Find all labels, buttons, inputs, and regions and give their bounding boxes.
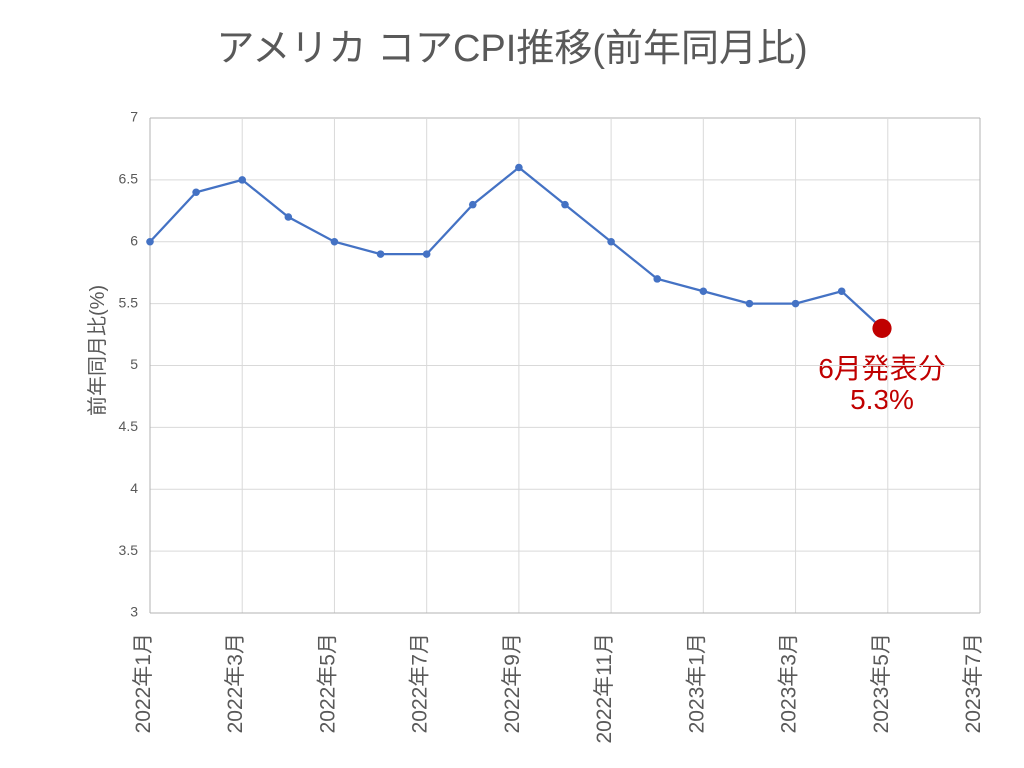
svg-text:2022年1月: 2022年1月 xyxy=(132,633,155,733)
svg-text:7: 7 xyxy=(130,109,138,125)
svg-text:6: 6 xyxy=(130,232,138,248)
svg-text:6.5: 6.5 xyxy=(119,171,139,187)
svg-text:5: 5 xyxy=(130,356,138,372)
svg-text:3.5: 3.5 xyxy=(119,542,139,558)
svg-text:2023年3月: 2023年3月 xyxy=(778,633,801,733)
svg-text:2022年5月: 2022年5月 xyxy=(316,633,339,733)
svg-text:2022年7月: 2022年7月 xyxy=(409,633,432,733)
svg-text:2022年9月: 2022年9月 xyxy=(501,633,524,733)
svg-text:2023年5月: 2023年5月 xyxy=(870,633,893,733)
svg-text:3: 3 xyxy=(130,604,138,620)
svg-text:2022年3月: 2022年3月 xyxy=(224,633,247,733)
svg-text:5.5: 5.5 xyxy=(119,294,139,310)
svg-text:4: 4 xyxy=(130,480,138,496)
svg-text:2023年7月: 2023年7月 xyxy=(962,633,985,733)
svg-text:2022年11月: 2022年11月 xyxy=(593,633,616,744)
svg-text:2023年1月: 2023年1月 xyxy=(685,633,708,733)
svg-text:4.5: 4.5 xyxy=(119,418,139,434)
